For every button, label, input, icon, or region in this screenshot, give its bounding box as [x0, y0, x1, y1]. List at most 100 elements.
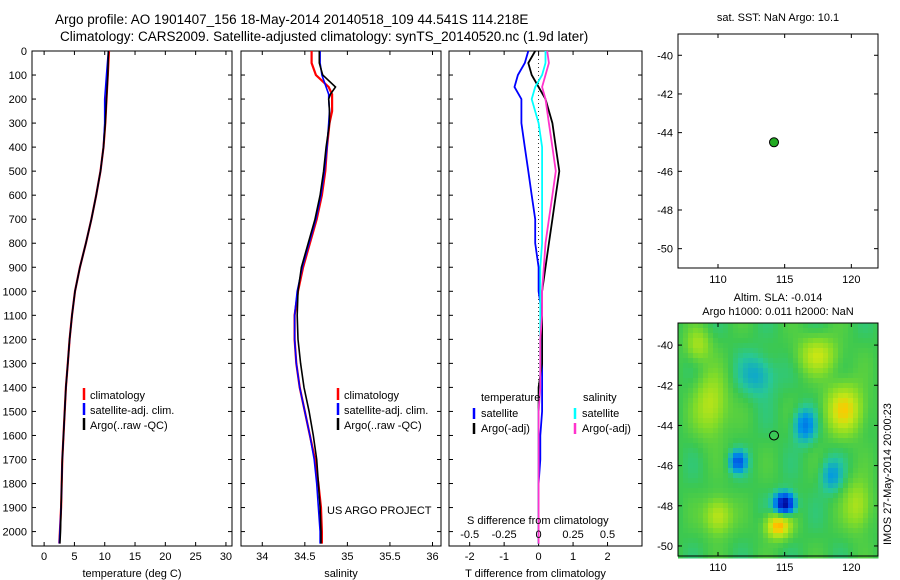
- heatmap-cell: [783, 543, 789, 549]
- heatmap-cell: [868, 398, 874, 404]
- heatmap-cell: [783, 463, 789, 469]
- heatmap-cell: [843, 443, 849, 449]
- heatmap-cell: [768, 483, 774, 489]
- heatmap-cell: [843, 428, 849, 434]
- heatmap-cell: [738, 413, 744, 419]
- tdiff-tick-label: 0: [536, 551, 542, 563]
- heatmap-cell: [778, 438, 784, 444]
- heatmap-cell: [743, 373, 749, 379]
- heatmap-cell: [748, 463, 754, 469]
- heatmap-cell: [803, 348, 809, 354]
- heatmap-cell: [678, 488, 684, 494]
- heatmap-cell: [678, 368, 684, 374]
- heatmap-cell: [868, 408, 874, 414]
- heatmap-cell: [688, 333, 694, 339]
- heatmap-cell: [698, 498, 704, 504]
- heatmap-cell: [698, 513, 704, 519]
- heatmap-cell: [733, 398, 739, 404]
- heatmap-cell: [778, 348, 784, 354]
- heatmap-cell: [708, 323, 714, 329]
- heatmap-cell: [778, 378, 784, 384]
- heatmap-cell: [758, 328, 764, 334]
- heatmap-cell: [683, 518, 689, 524]
- heatmap-cell: [848, 333, 854, 339]
- heatmap-cell: [703, 533, 709, 539]
- heatmap-cell: [793, 518, 799, 524]
- heatmap-cell: [853, 428, 859, 434]
- heatmap-cell: [833, 443, 839, 449]
- heatmap-cell: [693, 543, 699, 549]
- heatmap-cell: [838, 468, 844, 474]
- heatmap-cell: [723, 408, 729, 414]
- heatmap-cell: [738, 323, 744, 329]
- heatmap-cell: [718, 348, 724, 354]
- heatmap-cell: [703, 433, 709, 439]
- heatmap-cell: [803, 483, 809, 489]
- heatmap-cell: [743, 513, 749, 519]
- heatmap-cell: [808, 478, 814, 484]
- heatmap-cell: [713, 323, 719, 329]
- heatmap-cell: [713, 473, 719, 479]
- heatmap-cell: [798, 428, 804, 434]
- heatmap-cell: [688, 453, 694, 459]
- heatmap-cell: [693, 533, 699, 539]
- heatmap-cell: [763, 333, 769, 339]
- heatmap-cell: [763, 473, 769, 479]
- heatmap-cell: [688, 513, 694, 519]
- heatmap-cell: [678, 523, 684, 529]
- heatmap-cell: [728, 343, 734, 349]
- heatmap-cell: [848, 463, 854, 469]
- heatmap-cell: [763, 448, 769, 454]
- heatmap-cell: [863, 373, 869, 379]
- heatmap-cell: [833, 478, 839, 484]
- heatmap-cell: [703, 363, 709, 369]
- heatmap-cell: [768, 348, 774, 354]
- heatmap-cell: [833, 543, 839, 549]
- heatmap-cell: [828, 543, 834, 549]
- heatmap-cell: [768, 493, 774, 499]
- heatmap-cell: [818, 383, 824, 389]
- heatmap-cell: [693, 393, 699, 399]
- heatmap-cell: [778, 433, 784, 439]
- heatmap-cell: [728, 458, 734, 464]
- heatmap-cell: [873, 328, 879, 334]
- heatmap-cell: [818, 523, 824, 529]
- heatmap-cell: [763, 393, 769, 399]
- heatmap-cell: [683, 323, 689, 329]
- heatmap-cell: [678, 468, 684, 474]
- heatmap-cell: [853, 398, 859, 404]
- heatmap-cell: [743, 393, 749, 399]
- heatmap-cell: [678, 363, 684, 369]
- heatmap-cell: [808, 543, 814, 549]
- heatmap-cell: [698, 448, 704, 454]
- heatmap-cell: [838, 533, 844, 539]
- heatmap-cell: [803, 353, 809, 359]
- heatmap-cell: [838, 413, 844, 419]
- heatmap-cell: [778, 323, 784, 329]
- heatmap-cell: [723, 423, 729, 429]
- heatmap-cell: [788, 333, 794, 339]
- heatmap-cell: [748, 333, 754, 339]
- heatmap-cell: [793, 333, 799, 339]
- heatmap-cell: [738, 403, 744, 409]
- heatmap-cell: [848, 363, 854, 369]
- heatmap-cell: [833, 513, 839, 519]
- heatmap-cell: [833, 498, 839, 504]
- heatmap-cell: [773, 463, 779, 469]
- heatmap-cell: [718, 333, 724, 339]
- heatmap-cell: [853, 328, 859, 334]
- heatmap-cell: [783, 358, 789, 364]
- heatmap-cell: [678, 483, 684, 489]
- heatmap-cell: [858, 383, 864, 389]
- heatmap-cell: [803, 423, 809, 429]
- heatmap-cell: [733, 358, 739, 364]
- heatmap-cell: [863, 488, 869, 494]
- heatmap-cell: [743, 498, 749, 504]
- heatmap-cell: [818, 378, 824, 384]
- heatmap-cell: [853, 448, 859, 454]
- heatmap-cell: [708, 513, 714, 519]
- heatmap-cell: [813, 453, 819, 459]
- heatmap-cell: [753, 368, 759, 374]
- heatmap-cell: [773, 423, 779, 429]
- heatmap-cell: [838, 548, 844, 554]
